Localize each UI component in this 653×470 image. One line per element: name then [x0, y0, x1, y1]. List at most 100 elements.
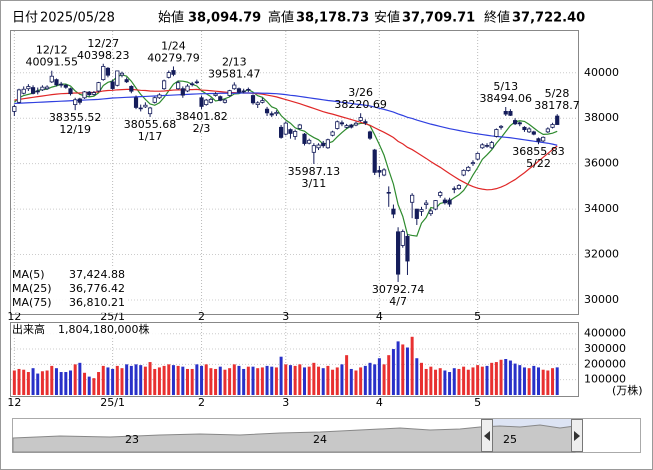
candle-body	[531, 131, 536, 135]
volume-bar	[303, 367, 306, 395]
volume-bar	[265, 365, 269, 395]
ma-line	[14, 92, 558, 146]
volume-bar	[200, 365, 204, 395]
annotation-date: 12/19	[59, 123, 91, 136]
volume-bar	[546, 370, 550, 395]
volume-bar	[228, 368, 232, 395]
volume-bar	[270, 366, 274, 395]
volume-bar	[111, 368, 115, 395]
candle-body	[222, 99, 228, 103]
volume-bar	[466, 369, 470, 395]
candle-body	[461, 169, 466, 176]
candle-body	[498, 125, 504, 128]
volume-bar	[485, 365, 489, 395]
annotation-value: 36855.83	[512, 145, 565, 158]
volume-bar	[143, 366, 147, 395]
y-tick-label: 36000	[584, 157, 619, 170]
candle-body	[91, 92, 96, 95]
volume-bar	[69, 370, 72, 395]
volume-bar	[26, 372, 30, 395]
candle-body	[96, 82, 101, 92]
candle-body	[63, 84, 68, 88]
candle-body	[527, 128, 532, 133]
candle-body	[353, 122, 359, 126]
candle-body	[302, 133, 307, 144]
candle-body	[21, 88, 26, 94]
volume-bar	[499, 359, 503, 395]
candle-body	[250, 95, 256, 104]
volume-bar	[527, 368, 531, 395]
volume-bar	[284, 364, 288, 395]
candle-body	[433, 200, 438, 210]
candle-body	[438, 192, 443, 196]
candle-body	[414, 208, 419, 219]
legend-box	[11, 266, 127, 313]
candle-body	[325, 139, 330, 149]
candle-body	[157, 94, 162, 99]
navigator[interactable]: 23 24 25	[12, 418, 641, 453]
annotation-value: 38494.06	[479, 92, 532, 105]
volume-bar	[349, 368, 353, 395]
y-tick-label: 400000	[584, 327, 626, 340]
volume-bar	[209, 368, 213, 395]
candle-body	[269, 113, 274, 116]
x-tick-label: 25/1	[100, 310, 125, 323]
volume-bar	[522, 367, 526, 395]
x-tick-label: 2	[198, 396, 205, 409]
volume-title: 出来高	[12, 322, 45, 336]
volume-bar	[223, 369, 227, 395]
candle-body	[115, 70, 120, 86]
legend-name: MA(25)	[12, 282, 52, 295]
volume-bar	[97, 372, 101, 395]
volume-bar	[345, 355, 349, 395]
volume-bar	[363, 365, 367, 395]
candle-body	[119, 72, 125, 76]
volume-bar	[218, 366, 222, 395]
y-tick-label: 200000	[584, 357, 626, 370]
volume-bar	[36, 373, 40, 395]
candle-body	[452, 188, 457, 190]
candle-body	[166, 72, 171, 78]
candle-body	[68, 88, 73, 95]
annotation-date: 12/12	[36, 44, 68, 57]
volume-bar	[401, 344, 405, 395]
x-tick-label: 12	[7, 310, 21, 323]
volume-bar	[246, 366, 250, 395]
volume-bar	[120, 368, 124, 395]
candle-body	[424, 202, 429, 205]
annotation-value: 39581.47	[208, 67, 261, 80]
volume-bar	[377, 358, 381, 395]
volume-bar	[129, 365, 133, 395]
volume-bar	[391, 349, 395, 395]
candle-body	[536, 138, 541, 142]
candle-body	[396, 231, 401, 275]
volume-bar	[490, 362, 494, 395]
candle-body	[344, 125, 349, 128]
candle-body	[480, 144, 485, 149]
candle-body	[405, 235, 410, 262]
candle-body	[545, 128, 550, 133]
candle-body	[255, 102, 260, 106]
candle-body	[16, 89, 22, 103]
navigator-label: 25	[503, 433, 517, 446]
y-tick-label: 100000	[584, 373, 626, 386]
header: 日付 2025/05/28	[12, 11, 115, 26]
candle-body	[494, 129, 499, 137]
candle-body	[339, 122, 345, 125]
header-value: 38,094.79	[188, 11, 261, 26]
annotation-value: 30792.74	[372, 283, 425, 296]
candle-body	[447, 199, 452, 205]
volume-bar	[260, 367, 264, 395]
candle-body	[87, 91, 92, 96]
volume-bar	[434, 369, 438, 395]
y-tick-label: 38000	[584, 111, 619, 124]
candle-body	[349, 124, 354, 128]
candle-body	[367, 131, 373, 139]
candle-body	[386, 191, 391, 194]
volume-bar	[513, 363, 517, 395]
candle-body	[335, 121, 340, 129]
candle-body	[550, 124, 555, 128]
candle-body	[475, 152, 480, 160]
candle-body	[246, 88, 251, 91]
